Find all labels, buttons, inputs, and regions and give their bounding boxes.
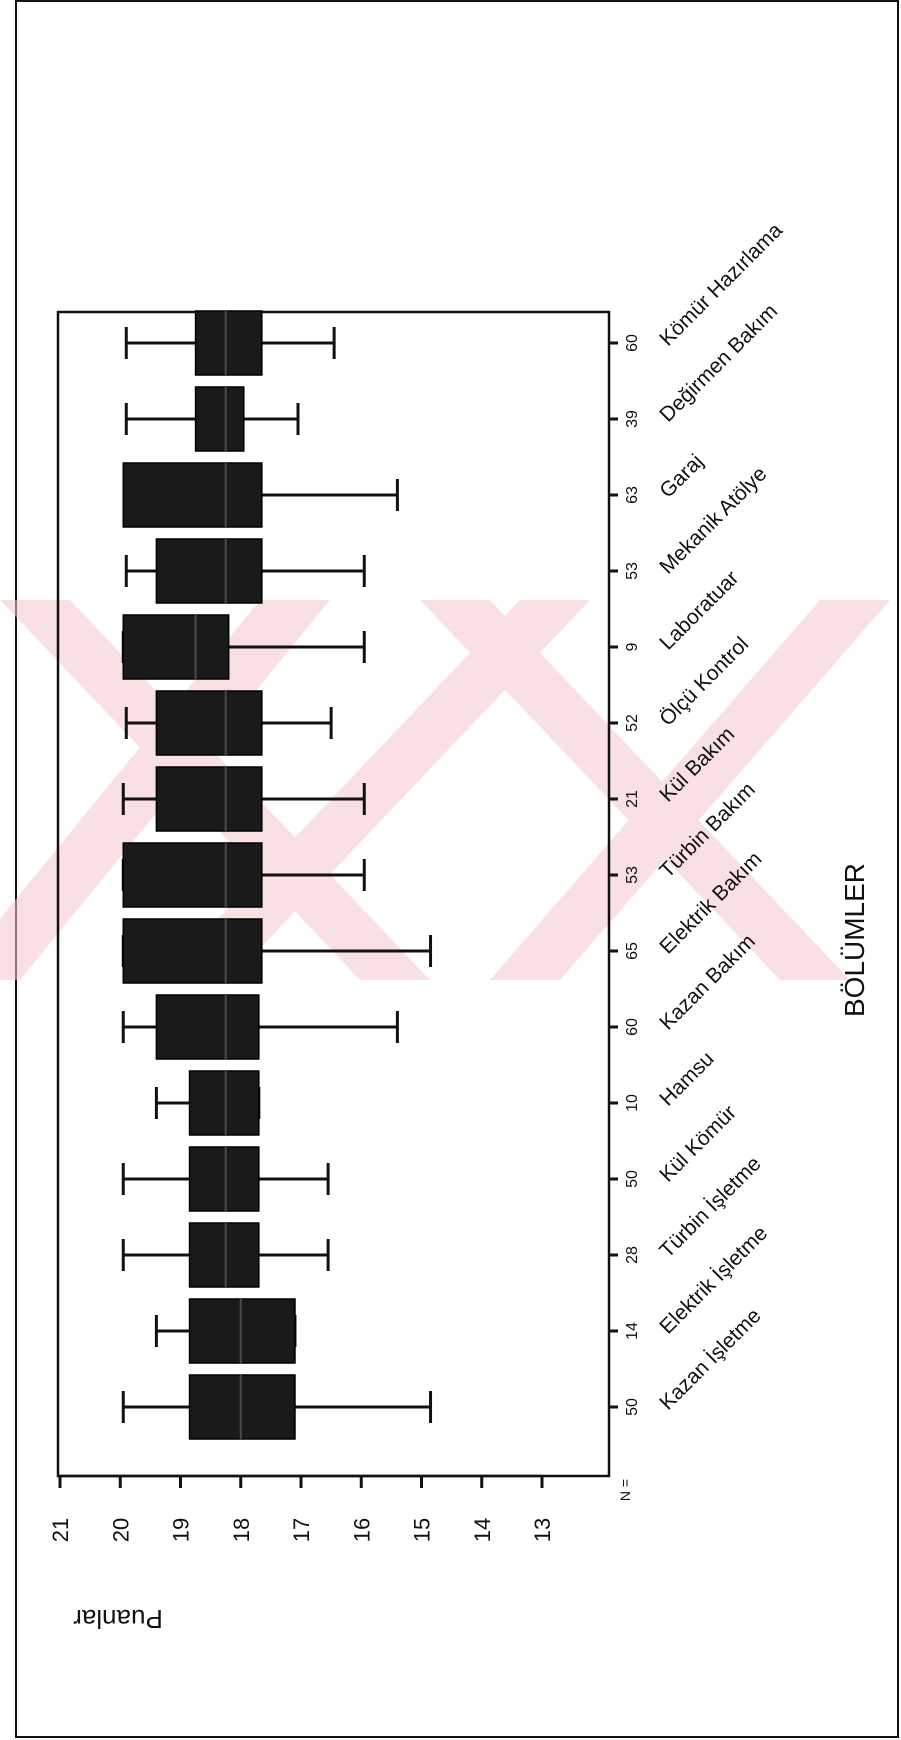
box-5 xyxy=(121,994,399,1060)
box-10 xyxy=(121,614,366,680)
box-body xyxy=(188,1146,260,1212)
box-body xyxy=(155,994,260,1060)
category-label: Garaj xyxy=(655,450,708,503)
n-count-label: 65 xyxy=(624,942,641,960)
y-tick-label: 14 xyxy=(470,1518,495,1542)
box-14 xyxy=(124,310,336,376)
box-6 xyxy=(121,918,433,984)
n-count-label: 53 xyxy=(624,562,641,580)
box-1 xyxy=(154,1298,297,1364)
n-count-label: 60 xyxy=(624,334,641,352)
n-count-label: 60 xyxy=(624,1018,641,1036)
n-label: N = xyxy=(617,1479,633,1501)
box-13 xyxy=(124,386,300,452)
category-label: Hamsu xyxy=(655,1047,718,1110)
box-body xyxy=(155,538,263,604)
box-body xyxy=(122,918,263,984)
boxes xyxy=(121,310,433,1440)
category-label: Kömür Hazırlama xyxy=(655,219,787,351)
box-body xyxy=(194,310,263,376)
box-9 xyxy=(124,690,333,756)
box-8 xyxy=(121,766,366,832)
box-body xyxy=(122,842,263,908)
n-count-label: 63 xyxy=(624,486,641,504)
y-tick-label: 15 xyxy=(410,1518,435,1542)
box-2 xyxy=(121,1222,330,1288)
y-tick-label: 13 xyxy=(530,1518,555,1542)
box-4 xyxy=(154,1070,261,1136)
n-count-label: 28 xyxy=(624,1246,641,1264)
box-11 xyxy=(124,538,366,604)
y-tick-label: 17 xyxy=(289,1518,314,1542)
n-count-label: 50 xyxy=(624,1170,641,1188)
box-0 xyxy=(121,1374,433,1440)
n-count-label: 9 xyxy=(624,642,641,651)
box-body xyxy=(188,1298,296,1364)
y-tick-label: 19 xyxy=(169,1518,194,1542)
n-count-label: 53 xyxy=(624,866,641,884)
box-body xyxy=(188,1374,296,1440)
box-body xyxy=(188,1070,260,1136)
n-count-label: 10 xyxy=(624,1094,641,1112)
box-body xyxy=(122,614,230,680)
n-count-label: 21 xyxy=(624,790,641,808)
n-count-label: 14 xyxy=(624,1322,641,1340)
x-axis-label: BÖLÜMLER xyxy=(839,863,870,1017)
box-body xyxy=(122,462,263,528)
box-3 xyxy=(121,1146,330,1212)
box-body xyxy=(194,386,245,452)
box-body xyxy=(188,1222,260,1288)
y-tick-label: 20 xyxy=(108,1518,133,1542)
n-count-label: 50 xyxy=(624,1398,641,1416)
y-axis-label: Puanlar xyxy=(73,1604,163,1634)
y-tick-label: 18 xyxy=(229,1518,254,1542)
y-axis: 21 20 19 18 17 16 15 14 13 xyxy=(48,1474,555,1542)
box-7 xyxy=(121,842,366,908)
n-count-label: 39 xyxy=(624,410,641,428)
box-body xyxy=(155,690,263,756)
n-count-label: 52 xyxy=(624,714,641,732)
y-tick-label: 16 xyxy=(349,1518,374,1542)
box-body xyxy=(155,766,263,832)
box-12 xyxy=(122,462,399,528)
y-tick-label: 21 xyxy=(48,1518,73,1542)
